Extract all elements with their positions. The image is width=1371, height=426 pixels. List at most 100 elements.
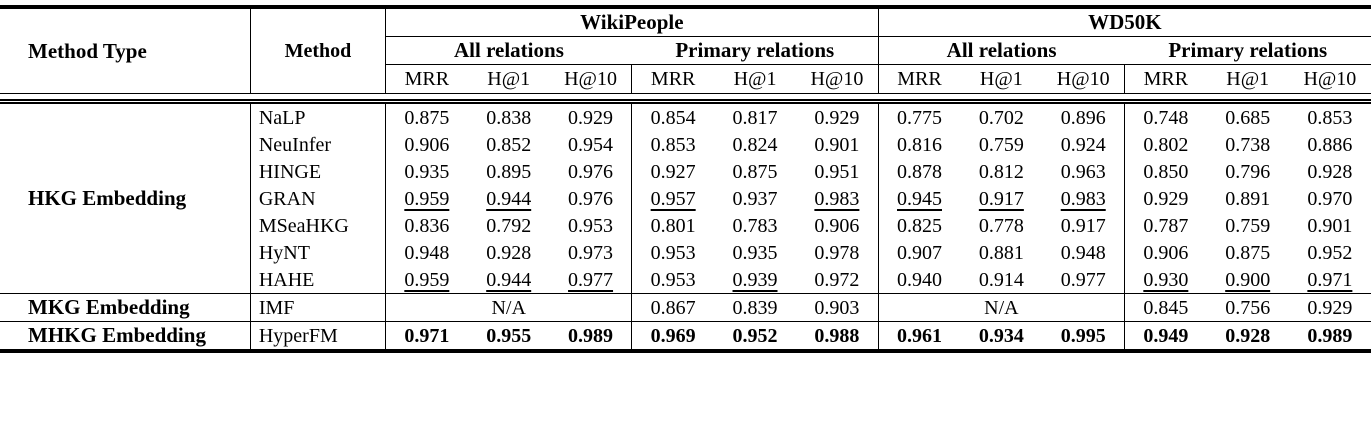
- method-name: HyNT: [249, 239, 386, 266]
- value-cell-underlined: 0.945: [897, 187, 942, 210]
- value-cell: 0.759: [978, 133, 1024, 156]
- header-metric-h1: H@1: [467, 64, 550, 94]
- value-cell: 0.935: [385, 158, 468, 185]
- value-cell: 0.792: [486, 214, 532, 237]
- na-cell: N/A: [385, 293, 632, 322]
- value-cell: 0.756: [1206, 293, 1289, 322]
- value-cell: 0.817: [732, 106, 778, 129]
- value-cell: 0.954: [568, 133, 614, 156]
- value-cell: 0.802: [1124, 131, 1207, 158]
- value-cell: 0.963: [1060, 160, 1106, 183]
- header-row-metrics: MRR H@1 H@10 MRR H@1 H@10 MRR H@1 H@10 M…: [0, 64, 1371, 94]
- header-metric-h1: H@1: [1206, 64, 1289, 94]
- value-cell: 0.929: [1288, 293, 1371, 322]
- method-name: MSeaHKG: [249, 212, 386, 239]
- table-header: Method Type Method WikiPeople WD50K All …: [0, 5, 1371, 94]
- table-row-gran: GRAN 0.959 0.944 0.976 0.957 0.937 0.983…: [0, 185, 1371, 212]
- header-metric-mrr: MRR: [1124, 64, 1207, 94]
- value-cell: 0.685: [1225, 106, 1271, 129]
- table-row-hahe: HAHE 0.959 0.944 0.977 0.953 0.939 0.972…: [0, 266, 1371, 294]
- value-cell: 0.796: [1225, 160, 1271, 183]
- value-cell-underlined: 0.971: [1307, 268, 1353, 291]
- value-cell: 0.952: [1307, 241, 1353, 264]
- value-cell-underlined: 0.959: [404, 187, 450, 210]
- value-cell-best: 0.949: [1124, 321, 1207, 353]
- value-cell: 0.948: [1060, 241, 1106, 264]
- value-cell: 0.801: [631, 212, 714, 239]
- value-cell: 0.903: [796, 293, 879, 322]
- value-cell-underlined: 0.944: [486, 268, 532, 291]
- value-cell: 0.929: [1124, 185, 1207, 212]
- value-cell: 0.924: [1060, 133, 1106, 156]
- value-cell-best: 0.952: [713, 321, 797, 353]
- value-cell: 0.875: [385, 101, 468, 131]
- value-cell-underlined: 0.983: [814, 187, 860, 210]
- value-cell: 0.901: [1307, 214, 1353, 237]
- header-metric-h10: H@10: [796, 64, 879, 94]
- header-row-datasets: Method Type Method WikiPeople WD50K: [0, 5, 1371, 94]
- method-name: NeuInfer: [249, 131, 386, 158]
- header-method: Method: [249, 5, 386, 94]
- value-cell: 0.953: [631, 266, 714, 294]
- method-name: GRAN: [249, 185, 386, 212]
- value-cell: 0.901: [814, 133, 860, 156]
- value-cell-underlined: 0.983: [1060, 187, 1106, 210]
- value-cell: 0.976: [568, 160, 614, 183]
- value-cell-best: 0.961: [877, 321, 961, 353]
- table-row-nalp: HKG Embedding NaLP 0.875 0.838 0.929 0.8…: [0, 101, 1371, 209]
- value-cell: 0.836: [385, 212, 468, 239]
- value-cell: 0.906: [385, 131, 468, 158]
- header-metric-mrr: MRR: [631, 64, 714, 94]
- value-cell: 0.935: [732, 241, 778, 264]
- value-cell: 0.854: [631, 101, 714, 131]
- table-body: HKG Embedding NaLP 0.875 0.838 0.929 0.8…: [0, 93, 1371, 353]
- results-table: Method Type Method WikiPeople WD50K All …: [0, 5, 1371, 353]
- value-cell: 0.845: [1124, 293, 1207, 322]
- value-cell: 0.702: [978, 106, 1024, 129]
- value-cell-best: 0.969: [631, 321, 714, 353]
- value-cell: 0.875: [732, 160, 778, 183]
- value-cell: 0.812: [978, 160, 1024, 183]
- method-type-hkg: HKG Embedding: [28, 186, 187, 210]
- value-cell: 0.948: [385, 239, 468, 266]
- value-cell: 0.852: [486, 133, 532, 156]
- value-cell: 0.886: [1307, 133, 1353, 156]
- value-cell: 0.853: [631, 131, 714, 158]
- header-wd-all-relations: All relations: [877, 36, 1125, 65]
- value-cell: 0.928: [1307, 160, 1353, 183]
- value-cell: 0.748: [1124, 101, 1207, 131]
- value-cell-best: 0.928: [1206, 321, 1289, 353]
- header-metric-h10: H@10: [549, 64, 632, 94]
- method-name: IMF: [249, 293, 386, 322]
- value-cell-underlined: 0.917: [978, 187, 1024, 210]
- value-cell: 0.853: [1307, 106, 1353, 129]
- table-row-imf: MKG Embedding IMF N/A 0.867 0.839 0.903 …: [0, 293, 1371, 322]
- value-cell: 0.906: [814, 214, 860, 237]
- value-cell: 0.787: [1124, 212, 1207, 239]
- header-wp-all-relations: All relations: [385, 36, 632, 65]
- value-cell: 0.825: [877, 212, 961, 239]
- value-cell: 0.775: [877, 101, 961, 131]
- value-cell: 0.738: [1225, 133, 1271, 156]
- value-cell: 0.928: [486, 241, 532, 264]
- value-cell: 0.875: [1225, 241, 1271, 264]
- value-cell: 0.891: [1225, 187, 1271, 210]
- header-method-type: Method Type: [0, 5, 251, 94]
- value-cell: 0.896: [1060, 106, 1106, 129]
- value-cell: 0.906: [1124, 239, 1207, 266]
- value-cell-underlined: 0.957: [650, 187, 696, 210]
- value-cell-underlined: 0.900: [1225, 268, 1271, 291]
- value-cell: 0.972: [814, 268, 860, 291]
- double-rule-gap: [0, 93, 1371, 104]
- value-cell: 0.953: [568, 214, 614, 237]
- header-metric-mrr: MRR: [385, 64, 468, 94]
- table-row-hynt: HyNT 0.948 0.928 0.973 0.953 0.935 0.978…: [0, 239, 1371, 266]
- na-cell: N/A: [877, 293, 1125, 322]
- value-cell-best: 0.955: [467, 321, 550, 353]
- table-row-mseahkg: MSeaHKG 0.836 0.792 0.953 0.801 0.783 0.…: [0, 212, 1371, 239]
- value-cell: 0.978: [814, 241, 860, 264]
- value-cell-underlined: 0.944: [486, 187, 532, 210]
- method-name: HyperFM: [249, 321, 386, 353]
- table-row-hinge: HINGE 0.935 0.895 0.976 0.927 0.875 0.95…: [0, 158, 1371, 185]
- value-cell: 0.881: [978, 241, 1024, 264]
